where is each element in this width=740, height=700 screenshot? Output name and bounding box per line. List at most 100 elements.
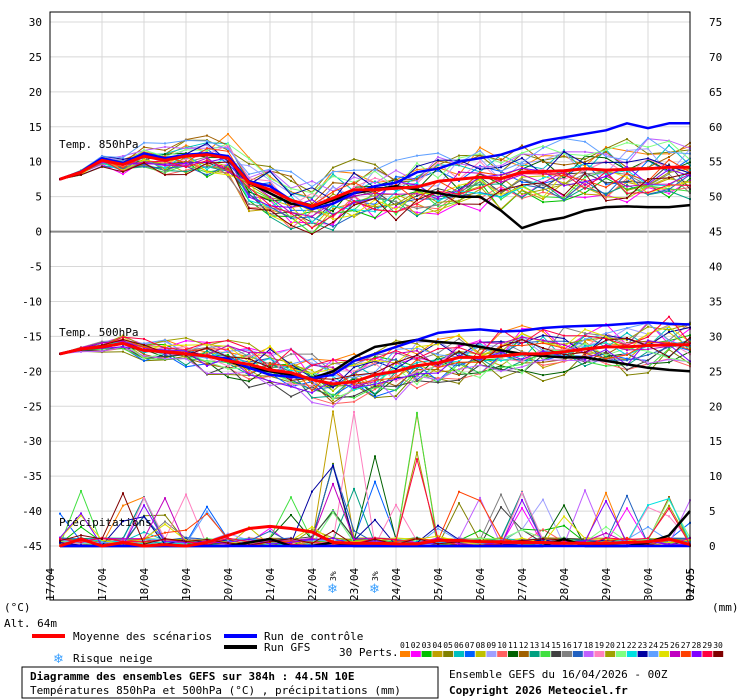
pert-point bbox=[122, 345, 124, 348]
pert-point bbox=[227, 164, 229, 167]
pert-point bbox=[290, 187, 292, 190]
pert-point bbox=[521, 195, 523, 198]
pert-legend-swatch bbox=[400, 651, 410, 657]
pert-point bbox=[395, 363, 397, 366]
pert-point bbox=[479, 149, 481, 152]
pert-point bbox=[227, 376, 229, 379]
pert-point bbox=[269, 540, 271, 543]
y-tick-right: 30 bbox=[709, 330, 722, 343]
pert-point bbox=[668, 156, 670, 159]
pert-legend-number: 25 bbox=[659, 641, 669, 650]
pert-point bbox=[458, 159, 460, 162]
pert-point bbox=[101, 161, 103, 164]
pert-point bbox=[395, 361, 397, 364]
y-tick-right: 20 bbox=[709, 400, 722, 413]
pert-point bbox=[626, 338, 628, 341]
pert-point bbox=[521, 354, 523, 357]
pert-point bbox=[122, 504, 124, 507]
pert-point bbox=[164, 538, 166, 541]
pert-point bbox=[584, 328, 586, 331]
pert-legend-number: 23 bbox=[638, 641, 648, 650]
pert-point bbox=[458, 344, 460, 347]
pert-point bbox=[500, 357, 502, 360]
pert-point bbox=[143, 355, 145, 358]
pert-point bbox=[605, 356, 607, 359]
pert-point bbox=[563, 373, 565, 376]
pert-point bbox=[227, 142, 229, 145]
pert-point bbox=[206, 168, 208, 171]
pert-point bbox=[290, 381, 292, 384]
pert-point bbox=[374, 357, 376, 360]
pert-point bbox=[353, 208, 355, 211]
pert-point bbox=[143, 141, 145, 144]
pert-point bbox=[185, 173, 187, 176]
pert-point bbox=[458, 186, 460, 189]
pert-point bbox=[311, 389, 313, 392]
pert-point bbox=[437, 338, 439, 341]
pert-point bbox=[458, 179, 460, 182]
pert-legend-swatch bbox=[486, 651, 497, 657]
pert-point bbox=[584, 164, 586, 167]
pert-point bbox=[605, 334, 607, 337]
pert-point bbox=[668, 315, 670, 318]
pert-legend-number: 11 bbox=[508, 641, 518, 650]
pert-point bbox=[647, 159, 649, 162]
pert-point bbox=[269, 165, 271, 168]
pert-point bbox=[248, 210, 250, 213]
pert-point bbox=[542, 181, 544, 184]
pert-point bbox=[248, 207, 250, 210]
pert-point bbox=[269, 175, 271, 178]
pert-legend-number: 17 bbox=[573, 641, 583, 650]
pert-point bbox=[395, 169, 397, 172]
pert-point bbox=[227, 361, 229, 364]
pert-point bbox=[437, 379, 439, 382]
pert-point bbox=[269, 180, 271, 183]
pert-point bbox=[206, 173, 208, 176]
pert-point bbox=[143, 161, 145, 164]
pert-point bbox=[437, 213, 439, 216]
pert-point bbox=[143, 346, 145, 349]
pert-point bbox=[563, 194, 565, 197]
pert-point bbox=[479, 203, 481, 206]
pert-point bbox=[353, 204, 355, 207]
pert-point bbox=[584, 150, 586, 153]
pert-point bbox=[374, 190, 376, 193]
pert-point bbox=[227, 150, 229, 153]
pert-point bbox=[479, 188, 481, 191]
pert-point bbox=[626, 176, 628, 179]
pert-point bbox=[185, 171, 187, 174]
pert-point bbox=[185, 162, 187, 165]
pert-point bbox=[563, 150, 565, 153]
footer-title: Diagramme des ensembles GEFS sur 384h : … bbox=[30, 670, 355, 683]
pert-point bbox=[521, 358, 523, 361]
pert-point bbox=[227, 167, 229, 170]
pert-point bbox=[248, 380, 250, 383]
pert-point bbox=[668, 163, 670, 166]
pert-point bbox=[248, 162, 250, 165]
pert-point bbox=[269, 183, 271, 186]
y-tick-right: 55 bbox=[709, 156, 722, 169]
pert-point bbox=[80, 525, 82, 528]
pert-point bbox=[500, 181, 502, 184]
pert-point bbox=[311, 197, 313, 200]
pert-point bbox=[521, 167, 523, 170]
pert-legend-swatch bbox=[713, 651, 724, 657]
pert-point bbox=[605, 332, 607, 335]
pert-point bbox=[353, 538, 355, 541]
pert-point bbox=[227, 353, 229, 356]
pert-point bbox=[500, 187, 502, 190]
pert-point bbox=[563, 348, 565, 351]
pert-point bbox=[353, 364, 355, 367]
pert-point bbox=[395, 540, 397, 543]
pert-point bbox=[668, 185, 670, 188]
pert-point bbox=[563, 343, 565, 346]
pert-point bbox=[59, 539, 61, 542]
pert-point bbox=[521, 144, 523, 147]
pert-point bbox=[542, 196, 544, 199]
pert-point bbox=[647, 341, 649, 344]
pert-point bbox=[227, 348, 229, 351]
pert-point bbox=[122, 166, 124, 169]
pert-point bbox=[521, 176, 523, 179]
pert-legend-swatch bbox=[464, 651, 475, 657]
pert-point bbox=[248, 357, 250, 360]
